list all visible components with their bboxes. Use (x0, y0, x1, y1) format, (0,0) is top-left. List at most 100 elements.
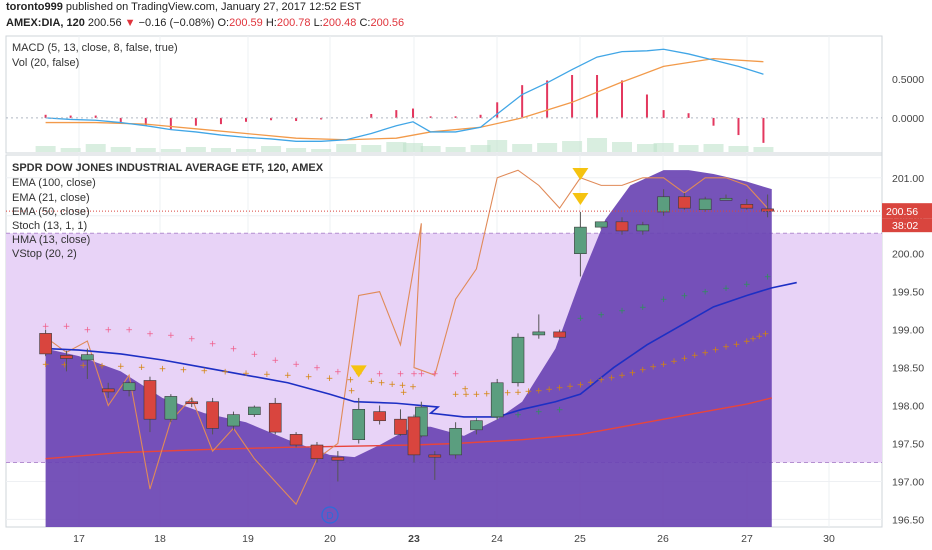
vstop-point-35: + (743, 280, 751, 290)
vstop-point-10: + (251, 350, 259, 360)
high-value: 200.78 (276, 17, 311, 29)
candle-body-26 (553, 331, 566, 338)
symbol-bar: AMEX:DIA, 120 200.56 ▼ −0.16 (−0.08%) O:… (6, 17, 404, 29)
last-price: 200.56 (87, 17, 122, 29)
vstop-point-1: + (63, 322, 71, 332)
vstop-indicator-label[interactable]: VStop (20, 2) (12, 248, 77, 260)
vstop-point-14: + (334, 367, 342, 377)
price-badge-bg (882, 203, 932, 219)
x-tick-27: 27 (741, 533, 753, 545)
ema50-point-11-3: + (691, 351, 699, 361)
vstop-point-2: + (84, 326, 92, 336)
candle-body-22 (470, 420, 483, 431)
vstop-point-29: + (618, 307, 626, 317)
candle-body-34 (719, 197, 733, 201)
vstop-point-4: + (125, 326, 133, 336)
volume-bar-11 (311, 149, 332, 152)
vstop-point-9: + (230, 345, 238, 355)
x-tick-24: 24 (491, 533, 503, 545)
macd-indicator-label[interactable]: MACD (5, 13, close, 8, false, true) (12, 42, 178, 54)
volume-bar-13 (361, 145, 382, 152)
volume-bar-28 (703, 144, 724, 152)
main-y-tick-9: 201.00 (892, 173, 924, 185)
published-text: published on TradingView.com, January 27… (65, 1, 362, 13)
open-value: 200.59 (229, 17, 263, 29)
close-value: 200.56 (370, 17, 405, 29)
main-y-tick-7: 200.00 (892, 249, 924, 261)
volume-bar-23 (587, 138, 608, 152)
ema50-point-2-0: + (200, 367, 208, 377)
ema50-point-10-0: + (618, 371, 626, 381)
ema50-point-13-0: + (743, 337, 751, 347)
ema50-point-9-2: + (597, 376, 605, 386)
ema50-point-7-1: + (504, 389, 512, 399)
candle-body-19 (407, 416, 421, 456)
vstop-point-16: + (376, 370, 384, 380)
ema21-indicator-label[interactable]: EMA (21, close) (12, 192, 90, 204)
author-name[interactable]: toronto999 (6, 1, 63, 13)
candle-body-36 (761, 208, 774, 212)
vstop-point-34: + (722, 284, 730, 294)
ema50-point-8-2: + (556, 383, 564, 393)
volume-bar-24 (612, 142, 632, 152)
ema50-point-3-3: + (347, 376, 355, 386)
symbol-label[interactable]: AMEX:DIA, 120 (6, 17, 85, 29)
vol-indicator-label[interactable]: Vol (20, false) (12, 57, 80, 69)
low-label: L: (313, 17, 323, 29)
vstop-point-20: + (431, 370, 439, 380)
stoch-indicator-label[interactable]: Stoch (13, 1, 1) (12, 220, 88, 232)
ema100-indicator-label[interactable]: EMA (100, close) (12, 177, 96, 189)
ema50-point-8-3: + (566, 382, 574, 392)
candle-body-23 (490, 382, 504, 418)
ema50-point-7-3: + (525, 387, 533, 397)
ema50-point-6-1: + (462, 390, 470, 400)
vstop-point-3: + (104, 326, 112, 336)
price-axis-bg (882, 36, 932, 527)
ema50-point-13-1: + (749, 335, 757, 345)
vstop-point-18: + (418, 370, 426, 380)
candle-body-6 (164, 396, 178, 420)
hma-indicator-label[interactable]: HMA (13, close) (12, 234, 91, 246)
ema50-point-0-1: + (61, 360, 69, 370)
candle-body-21 (449, 428, 462, 456)
candle-body-10 (248, 406, 261, 415)
volume-bar-10 (286, 148, 307, 152)
vstop-point-13: + (313, 364, 321, 374)
candle-body-2 (81, 354, 94, 361)
ema50-point-1-2: + (159, 364, 167, 374)
change-down-icon: ▼ (124, 17, 136, 29)
ema50-point-12-2: + (722, 343, 730, 353)
ema50-point-11-0: + (660, 360, 668, 370)
candle-body-16 (373, 411, 386, 422)
x-tick-20: 20 (324, 533, 336, 545)
signal-triangle-2 (572, 193, 589, 206)
candle-body-4 (122, 382, 136, 391)
candle-body-3 (101, 388, 115, 393)
ema50-point-13-2: + (756, 332, 764, 342)
ema50-point-8-0: + (535, 386, 543, 396)
candle-body-32 (678, 196, 691, 209)
macd-signal-line (45, 57, 764, 141)
vstop-point-0: + (42, 322, 50, 332)
close-label: C: (359, 17, 371, 29)
x-tick-17: 17 (73, 533, 85, 545)
volume-bar-19 (487, 140, 508, 152)
ema50-point-1-0: + (117, 362, 125, 372)
candle-body-13 (310, 444, 324, 459)
ema50-point-12-1: + (712, 346, 720, 356)
volume-bar-6 (185, 147, 206, 152)
ema50-point-0-3: + (98, 361, 106, 371)
dividend-marker-icon (321, 506, 339, 524)
main-y-tick-5: 199.00 (892, 325, 924, 337)
ema50-point-7-2: + (514, 388, 522, 398)
vstop-point-21: + (452, 370, 460, 380)
ema50-indicator-label[interactable]: EMA (50, close) (12, 206, 90, 218)
candle-body-12 (289, 434, 303, 446)
dividend-marker-label: D (326, 511, 333, 522)
ema21-line (45, 281, 797, 418)
candle-body-27 (574, 226, 587, 254)
volume-bar-1 (60, 148, 81, 152)
vstop-point-28: + (597, 310, 605, 320)
ema50-point-8-1: + (545, 385, 553, 395)
